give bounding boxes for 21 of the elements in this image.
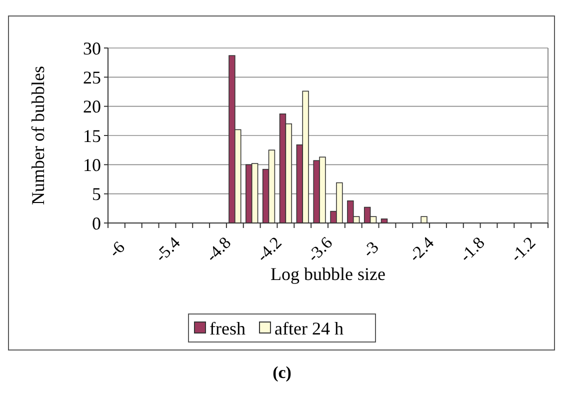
legend-label: fresh [210,318,246,338]
y-tick-label: 5 [92,184,101,204]
y-tick-label: 25 [83,67,101,88]
legend-label: after 24 h [274,318,344,338]
x-tick-label: -4.8 [202,233,235,266]
x-tick-label: -3 [358,238,382,262]
x-tick-label: -4.2 [252,233,286,266]
y-axis-title: Number of bubbles [28,66,48,205]
x-tick-label: -5.4 [151,232,184,266]
x-tick-label: -1.8 [456,233,488,266]
y-tick-label: 10 [83,154,101,175]
y-tick-label: 0 [92,213,101,234]
x-tick-label: -1.2 [506,233,540,266]
x-tick-label: -3.6 [304,233,336,266]
x-tick-label: -6 [105,238,129,262]
y-tick-label: 20 [83,96,101,117]
y-tick-label: 30 [83,38,101,58]
x-tick-label: -2.4 [405,232,438,266]
x-axis-title: Log bubble size [270,264,386,284]
y-tick-label: 15 [83,126,101,146]
text: (c) [272,363,292,382]
